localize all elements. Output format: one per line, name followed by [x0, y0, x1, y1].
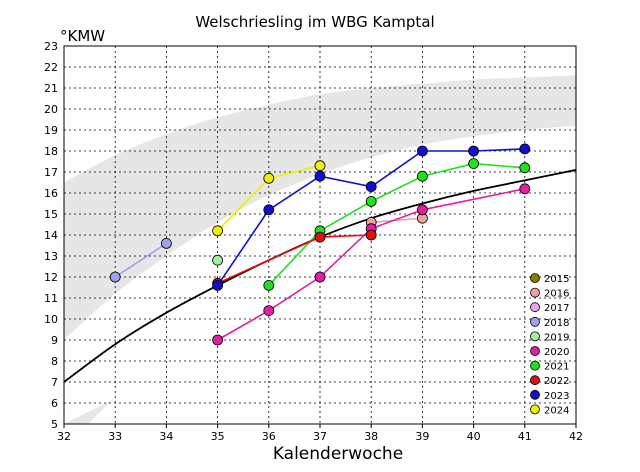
x-axis-label: Kalenderwoche: [273, 444, 403, 464]
y-tick-label: 20: [44, 103, 58, 116]
legend-marker-2024: [530, 404, 540, 415]
legend-marker-2017: [530, 302, 540, 313]
legend-label-2018: 2018: [544, 318, 569, 329]
data-point-2021: [365, 195, 377, 207]
series-line-2016: [371, 217, 423, 224]
data-point-2023: [365, 181, 377, 193]
legend-label-2021: 2021: [544, 362, 569, 373]
legend: 2015 2016 2017 2018 2019 2020 2021 2022 2023 2024: [530, 273, 569, 416]
tick-layer: 32 33 34 35 36 37 38 39 40 41 42 5 6 7 8 9 10 11 12 13 14 15 1…: [44, 40, 583, 443]
legend-label-2016: 2016: [544, 289, 569, 300]
y-tick-label: 10: [44, 313, 58, 326]
data-point-2019: [212, 254, 224, 266]
y-tick-label: 18: [44, 145, 58, 158]
series-layer: [109, 143, 531, 346]
grid-layer: [64, 46, 576, 424]
legend-marker-2022: [530, 375, 540, 386]
data-point-2021: [519, 162, 531, 174]
y-tick-label: 19: [44, 124, 58, 137]
data-point-2018: [160, 237, 172, 249]
y-tick-label: 23: [44, 40, 58, 53]
y-tick-label: 15: [44, 208, 58, 221]
data-point-2021: [263, 279, 275, 291]
x-tick-label: 40: [467, 430, 481, 443]
y-tick-label: 5: [51, 418, 58, 431]
x-tick-label: 37: [313, 430, 327, 443]
y-tick-label: 7: [51, 376, 58, 389]
y-tick-label: 6: [51, 397, 58, 410]
series-line-2020: [217, 188, 525, 341]
y-tick-label: 12: [44, 271, 58, 284]
x-tick-label: 36: [262, 430, 276, 443]
data-point-2022: [314, 231, 326, 243]
y-tick-label: 16: [44, 187, 58, 200]
data-point-2023: [263, 204, 275, 216]
legend-marker-2015: [530, 273, 540, 283]
legend-marker-2016: [530, 287, 540, 298]
x-tick-label: 39: [415, 430, 429, 443]
y-tick-label: 14: [44, 229, 58, 242]
legend-marker-2021: [530, 360, 540, 371]
y-tick-label: 17: [44, 166, 58, 179]
legend-label-2015: 2015: [544, 274, 569, 285]
legend-label-2022: 2022: [544, 376, 569, 387]
y-tick-label: 21: [44, 82, 58, 95]
chart-title: Welschriesling im WBG Kamptal: [195, 13, 434, 31]
series-line-2021: [268, 162, 525, 286]
y-tick-label: 9: [51, 334, 58, 347]
data-point-2020: [212, 334, 224, 346]
y-tick-label: 11: [44, 292, 58, 305]
legend-label-2024: 2024: [544, 405, 569, 416]
legend-label-2020: 2020: [544, 347, 569, 358]
data-point-2020: [416, 204, 428, 216]
y-axis-label: °KMW: [60, 27, 105, 45]
y-tick-label: 8: [51, 355, 58, 368]
data-point-2024: [212, 225, 224, 237]
legend-marker-2018: [530, 316, 540, 327]
data-point-2023: [468, 145, 480, 157]
legend-marker-2023: [530, 389, 540, 400]
legend-label-2019: 2019: [544, 332, 569, 343]
data-point-2018: [109, 271, 121, 283]
legend-label-2017: 2017: [544, 303, 569, 314]
x-tick-label: 38: [364, 430, 378, 443]
data-point-2021: [468, 158, 480, 170]
data-point-2023: [212, 279, 224, 291]
data-point-2023: [314, 170, 326, 182]
legend-marker-2019: [530, 331, 540, 342]
data-point-2022: [365, 229, 377, 241]
x-tick-label: 33: [108, 430, 122, 443]
data-point-2020: [519, 183, 531, 195]
data-point-2020: [263, 305, 275, 317]
series-line-2018: [114, 242, 167, 278]
data-point-2024: [263, 172, 275, 184]
data-point-2023: [519, 143, 531, 155]
x-tick-label: 35: [211, 430, 225, 443]
data-point-2023: [416, 145, 428, 157]
data-point-2021: [416, 170, 428, 182]
x-tick-label: 34: [159, 430, 173, 443]
data-point-2020: [314, 271, 326, 283]
x-tick-label: 32: [57, 430, 71, 443]
legend-label-2023: 2023: [544, 391, 569, 402]
x-tick-label: 41: [518, 430, 532, 443]
x-tick-label: 42: [569, 430, 583, 443]
y-tick-label: 13: [44, 250, 58, 263]
data-point-2024: [314, 160, 326, 172]
y-tick-label: 22: [44, 61, 58, 74]
legend-marker-2020: [530, 346, 540, 356]
